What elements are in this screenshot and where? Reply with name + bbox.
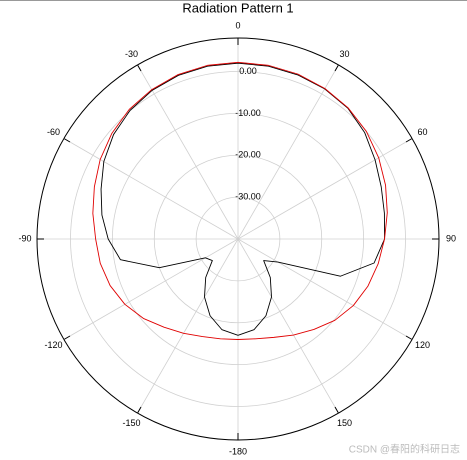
theta-tick — [334, 64, 339, 72]
theta-tick — [63, 335, 71, 340]
chart-title: Radiation Pattern 1 — [182, 0, 293, 15]
r-tick-label: -10.00 — [235, 108, 261, 118]
theta-tick-label: -90 — [18, 233, 31, 243]
pattern-line — [100, 62, 386, 336]
theta-tick — [137, 406, 142, 414]
r-tick-label: -30.00 — [235, 192, 261, 202]
theta-tick — [405, 335, 413, 340]
theta-tick-label: -60 — [47, 127, 60, 137]
grid-spoke — [237, 238, 413, 340]
grid-spoke — [63, 138, 239, 240]
grid-spoke — [63, 238, 239, 340]
grid-spoke — [237, 138, 413, 240]
theta-tick-label: -120 — [45, 340, 63, 350]
theta-tick-label: 0 — [235, 20, 240, 30]
theta-tick-label: -180 — [229, 446, 247, 456]
theta-tick-label: -150 — [122, 418, 140, 428]
r-tick-label: -20.00 — [235, 150, 261, 160]
grid-spoke — [137, 64, 239, 240]
theta-tick-label: 30 — [339, 49, 349, 59]
r-tick-label: 0.00 — [239, 66, 257, 76]
pattern-line — [92, 61, 388, 340]
theta-tick — [334, 406, 339, 414]
theta-tick — [63, 138, 71, 143]
theta-tick-label: 120 — [415, 340, 430, 350]
grid-spoke — [137, 238, 239, 414]
grid-spoke — [237, 64, 339, 240]
theta-tick-label: 90 — [446, 233, 456, 243]
theta-tick-label: 150 — [337, 418, 352, 428]
theta-tick — [137, 64, 142, 72]
watermark: CSDN @春阳的科研日志 — [349, 443, 460, 456]
theta-tick — [405, 138, 413, 143]
theta-tick-label: -30 — [125, 49, 138, 59]
theta-tick-label: 60 — [417, 127, 427, 137]
grid-spoke — [237, 238, 339, 414]
